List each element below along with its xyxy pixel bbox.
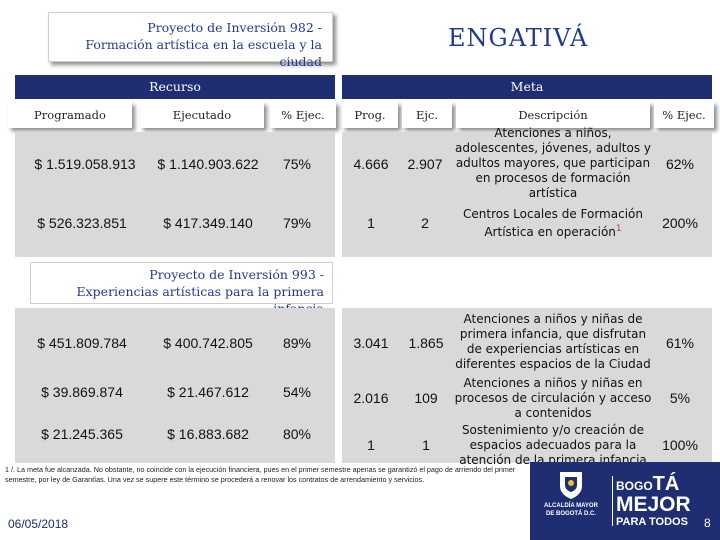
table-row-3-pct: 89% xyxy=(282,335,312,351)
table-row-4-ejc: 109 xyxy=(414,390,438,406)
table-row-1-pct: 75% xyxy=(282,156,312,172)
s1-bg-right xyxy=(342,132,712,257)
table-row-3-prog: 3.041 xyxy=(353,335,389,351)
footnote-text: 1 /. La meta fue alcanzada. No obstante,… xyxy=(5,465,516,484)
table-row-1-pct-meta: 62% xyxy=(665,156,695,172)
col-pct-ejec: % Ejec. xyxy=(270,102,336,128)
col-pct-ejec-meta: % Ejec. xyxy=(654,102,714,128)
table-row-5-programado: $ 21.245.365 xyxy=(41,426,123,442)
col-programado: Programado xyxy=(8,102,132,128)
logo-bogota-part2: TÁ xyxy=(652,473,680,495)
logo-alcaldia-line2: DE BOGOTÁ D.C. xyxy=(545,511,596,517)
locality-title: ENGATIVÁ xyxy=(448,24,589,52)
col-prog: Prog. xyxy=(342,102,398,128)
logo-alcaldia-line1: ALCALDÍA MAYOR xyxy=(544,503,598,509)
table-row-3-pct-meta: 61% xyxy=(665,335,695,351)
table-row-2-pct-meta: 200% xyxy=(662,215,698,231)
table-row-4-pct-meta: 5% xyxy=(669,390,691,406)
table-row-5-pct: 80% xyxy=(282,426,312,442)
table-row-4-prog: 2.016 xyxy=(353,390,389,406)
project1-title-line2: Formación artística en la escuela y la c… xyxy=(85,37,322,69)
s2-bg-left xyxy=(15,308,335,463)
logo-alcaldia: ALCALDÍA MAYOR DE BOGOTÁ D.C. xyxy=(530,468,612,534)
table-row-4-desc: Atenciones a niños y niñas en procesos d… xyxy=(454,376,652,420)
table-row-2-programado: $ 526.323.851 xyxy=(37,215,127,231)
table-row-4-programado: $ 39.869.874 xyxy=(41,384,123,400)
col-descripcion: Descripción xyxy=(456,102,650,128)
table-row-4-pct: 54% xyxy=(282,384,312,400)
table-row-2-pct: 79% xyxy=(282,215,312,231)
table-row-3-ejc: 1.865 xyxy=(408,335,444,351)
logo-bogota-mejor: BOGOTÁ MEJOR PARA TODOS xyxy=(616,474,696,528)
table-row-5-prog: 1 xyxy=(367,437,375,453)
footnote-ref: 1 xyxy=(615,223,622,234)
logo-divider xyxy=(612,476,613,526)
s2-bg-right xyxy=(342,308,712,463)
table-row-5-pct-meta: 100% xyxy=(662,437,698,453)
bogota-shield-icon xyxy=(560,472,582,499)
s1-bg-left xyxy=(15,132,335,257)
table-row-3-desc: Atenciones a niños y niñas de primera in… xyxy=(455,312,651,371)
project2-title-line1: Proyecto de Inversión 993 - xyxy=(149,267,324,282)
project2-title-box: Proyecto de Inversión 993 - Experiencias… xyxy=(30,262,333,316)
table-row-2-desc: Centros Locales de Formación Artística e… xyxy=(452,206,654,240)
table-row-1-ejc: 2.907 xyxy=(407,156,443,172)
meta-header-label: Meta xyxy=(510,79,544,94)
col-ejecutado: Ejecutado xyxy=(140,102,264,128)
logo-bogota-line2: MEJOR xyxy=(616,493,691,516)
table-row-2-ejecutado: $ 417.349.140 xyxy=(163,215,253,231)
table-row-3-ejecutado: $ 400.742.805 xyxy=(163,335,253,351)
table-row-5-ejc: 1 xyxy=(422,437,430,453)
table-row-2-ejc: 2 xyxy=(421,215,429,231)
table-row-1-programado: $ 1.519.058.913 xyxy=(34,156,136,172)
table-row-2-desc-text: Centros Locales de Formación Artística e… xyxy=(463,206,643,239)
table-row-4-ejecutado: $ 21.467.612 xyxy=(167,384,249,400)
meta-header: Meta xyxy=(342,75,712,99)
project1-title-line1: Proyecto de Inversión 982 - xyxy=(147,20,322,35)
table-row-3-programado: $ 451.809.784 xyxy=(37,335,127,351)
table-row-1-prog: 4.666 xyxy=(353,156,389,172)
project1-title-box: Proyecto de Inversión 982 - Formación ar… xyxy=(48,12,333,69)
page-number: 8 xyxy=(704,516,711,530)
logo-bogota-part1: BOGO xyxy=(616,479,653,493)
date-label: 06/05/2018 xyxy=(8,517,69,531)
table-row-2-prog: 1 xyxy=(367,215,375,231)
table-row-1-ejecutado: $ 1.140.903.622 xyxy=(157,156,259,172)
recurso-header-label: Recurso xyxy=(149,79,201,94)
recurso-header: Recurso xyxy=(15,75,335,99)
col-ejc: Ejc. xyxy=(402,102,452,128)
table-row-1-desc: Atenciones a niños, adolescentes, jóvene… xyxy=(455,125,651,200)
table-row-5-ejecutado: $ 16.883.682 xyxy=(167,426,249,442)
logo-bogota-line3: PARA TODOS xyxy=(616,516,688,528)
